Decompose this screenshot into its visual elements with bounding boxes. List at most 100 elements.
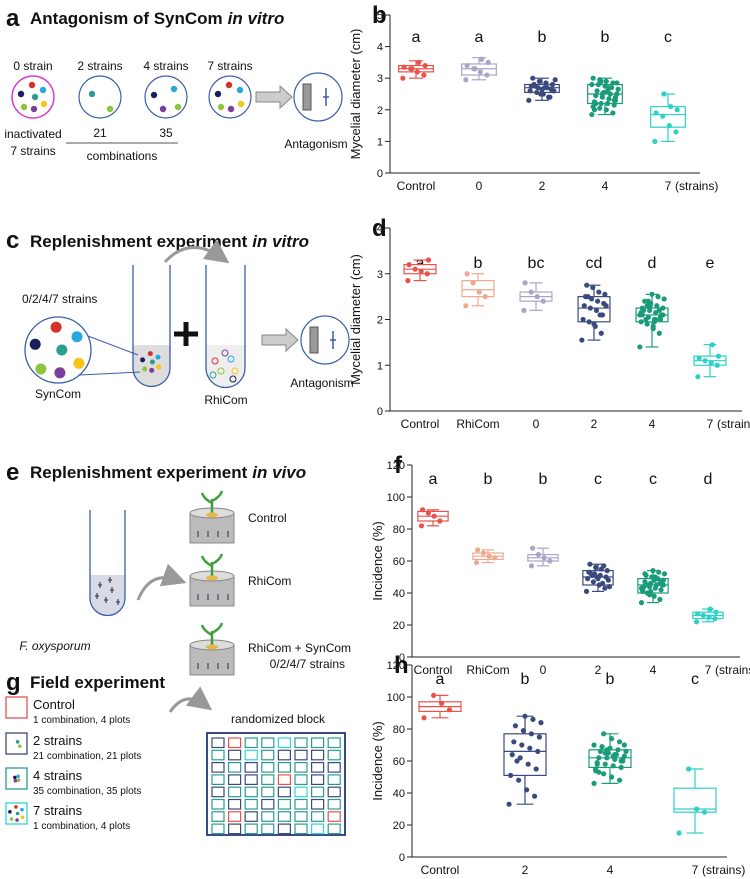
curved-arrow — [136, 563, 187, 601]
strain-dot — [13, 775, 17, 780]
strain-dot — [40, 100, 48, 108]
data-point — [605, 100, 611, 107]
pathogen — [330, 331, 336, 349]
data-point — [531, 793, 538, 799]
field-plot — [294, 811, 308, 822]
data-point — [608, 736, 615, 742]
data-point — [661, 91, 667, 97]
data-point — [414, 69, 420, 75]
strain-dot — [28, 81, 36, 89]
antagonist-block — [309, 326, 319, 354]
box — [461, 63, 497, 76]
rhicom-dot — [209, 371, 217, 379]
data-point — [656, 569, 662, 575]
y-tick-label: 60 — [393, 556, 405, 568]
panel-label: d — [372, 215, 387, 242]
data-point — [616, 739, 623, 745]
data-point — [599, 580, 606, 587]
data-point — [602, 761, 608, 767]
strain-dot — [15, 818, 19, 822]
data-point — [520, 728, 527, 734]
strain-circle — [11, 75, 55, 119]
data-point — [549, 81, 556, 88]
data-point — [534, 89, 540, 96]
data-point — [603, 303, 609, 309]
field-plot — [261, 774, 275, 786]
data-point — [598, 100, 604, 107]
significance-letter: a — [436, 671, 445, 688]
field-plot — [211, 737, 225, 749]
x-tick-label: 0 — [533, 417, 540, 431]
field-plot — [211, 811, 225, 822]
field-plot — [244, 823, 258, 835]
data-point — [658, 587, 664, 593]
significance-letter: b — [538, 29, 547, 46]
y-axis-label: Mycelial diameter (cm) — [348, 29, 363, 160]
x-tick-label: 2 — [539, 179, 546, 193]
data-point — [615, 86, 621, 92]
data-point — [593, 92, 599, 99]
y-tick-label: 2 — [377, 315, 383, 327]
strain-dot — [35, 363, 47, 375]
data-point — [702, 358, 708, 364]
data-point — [621, 742, 627, 748]
data-point — [431, 513, 437, 519]
y-tick-label: 80 — [393, 524, 405, 536]
strain-dot — [16, 774, 20, 779]
data-point — [638, 319, 644, 325]
data-point — [591, 321, 597, 327]
x-tick-label: 2 — [522, 863, 529, 877]
field-plot — [294, 774, 308, 786]
strain-dot — [106, 105, 114, 113]
field-plot — [277, 774, 291, 786]
block-arrow — [261, 327, 299, 353]
panel-title: Replenishment experiment in vitro — [30, 232, 309, 251]
data-point — [606, 584, 613, 590]
data-point — [594, 88, 600, 94]
strain-dot — [20, 103, 28, 111]
field-plot — [277, 786, 291, 798]
panel-label: c — [6, 227, 19, 254]
data-point — [640, 307, 647, 313]
x-tick-label: 7 — [665, 179, 672, 193]
data-point — [420, 507, 426, 513]
data-point — [646, 303, 653, 309]
root — [206, 512, 218, 518]
data-point — [544, 85, 550, 91]
data-point — [645, 298, 651, 304]
legend-detail: 35 combination, 35 plots — [33, 786, 141, 797]
strain-dot — [170, 85, 178, 93]
block-label: randomized block — [231, 712, 326, 726]
data-point — [595, 298, 601, 304]
significance-letter: a — [412, 29, 421, 46]
y-tick-label: 1 — [377, 360, 383, 372]
strain-dot — [14, 805, 18, 809]
data-point — [666, 123, 672, 129]
data-point — [605, 577, 611, 583]
significance-letter: e — [706, 255, 715, 272]
data-point — [601, 771, 607, 777]
significance-letter: bc — [528, 255, 545, 272]
data-point — [595, 576, 601, 582]
data-point — [660, 582, 666, 588]
data-point — [650, 323, 656, 329]
data-point — [528, 731, 534, 737]
data-point — [530, 75, 536, 81]
x-unit: (strains) — [717, 417, 750, 431]
data-point — [425, 257, 432, 263]
data-point — [472, 66, 478, 72]
tube-liquid — [90, 575, 125, 616]
data-point — [580, 316, 586, 323]
data-point — [416, 59, 422, 65]
data-point — [589, 572, 595, 579]
field-plot — [294, 823, 308, 835]
field-plot — [327, 823, 341, 835]
data-point — [586, 319, 592, 325]
x-unit: (strains) — [715, 663, 750, 677]
y-tick-label: 3 — [377, 269, 383, 281]
field-plot — [211, 823, 225, 835]
x-tick-label: 4 — [649, 417, 656, 431]
strain-dot — [150, 91, 158, 99]
strain-dot — [225, 81, 233, 89]
legend-swatch — [5, 732, 28, 755]
